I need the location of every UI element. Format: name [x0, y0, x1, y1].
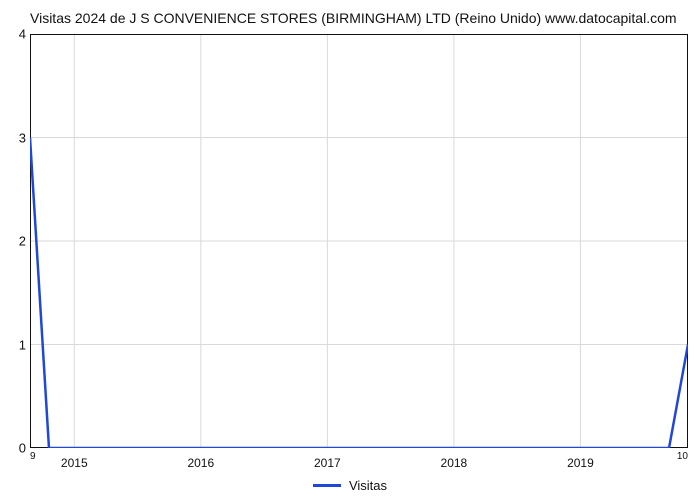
x-minor-right: 10 — [677, 451, 688, 462]
legend-label: Visitas — [349, 478, 387, 493]
x-tick-label: 2015 — [61, 456, 88, 470]
chart-title: Visitas 2024 de J S CONVENIENCE STORES (… — [30, 10, 690, 26]
x-tick-label: 2018 — [441, 456, 468, 470]
y-tick-label: 1 — [6, 337, 26, 352]
y-tick-label: 4 — [6, 27, 26, 42]
y-tick-label: 3 — [6, 130, 26, 145]
legend-swatch — [313, 484, 341, 487]
chart-container: Visitas 2024 de J S CONVENIENCE STORES (… — [0, 0, 700, 500]
plot-area: 01234 20152016201720182019 9 10 — [30, 34, 688, 448]
x-tick-label: 2017 — [314, 456, 341, 470]
y-tick-label: 2 — [6, 234, 26, 249]
x-tick-label: 2019 — [567, 456, 594, 470]
y-tick-label: 0 — [6, 441, 26, 456]
chart-svg — [30, 34, 688, 448]
x-tick-label: 2016 — [187, 456, 214, 470]
x-minor-left: 9 — [30, 451, 36, 462]
legend: Visitas — [0, 476, 700, 494]
